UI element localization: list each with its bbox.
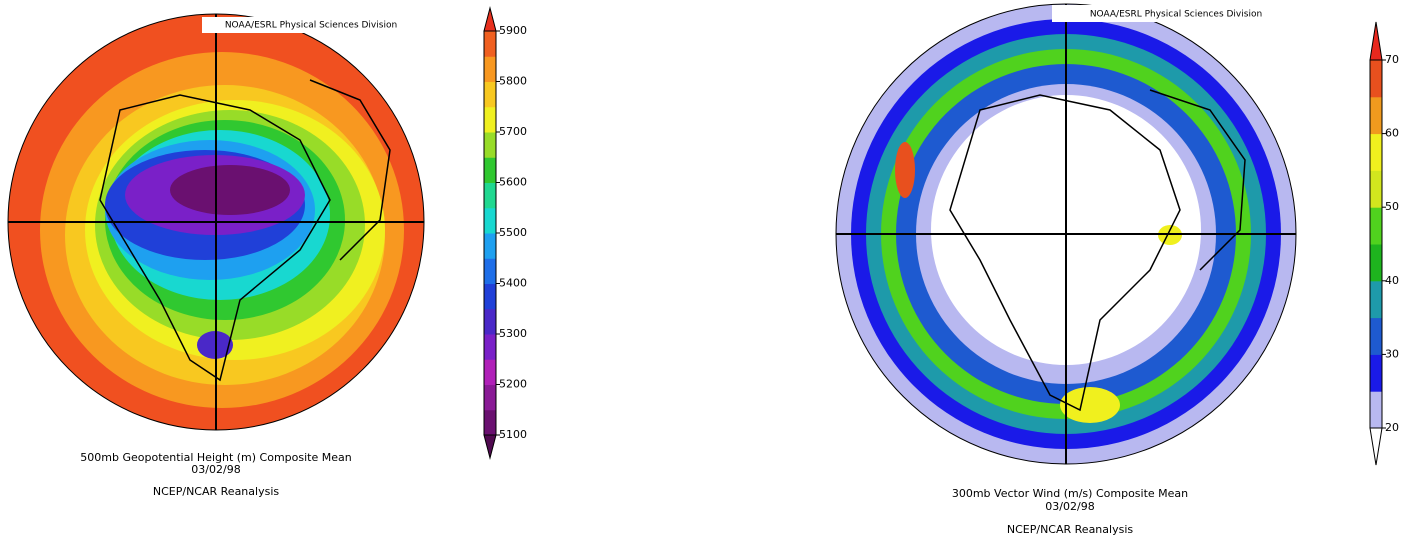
colorbar-band [484,31,496,57]
colorbar-tick-label: 5300 [499,327,527,340]
jet-core [895,142,915,198]
colorbar-arrow [1369,21,1383,61]
colorbar-tick-label: 70 [1385,53,1399,66]
wind-map: NOAA/ESRL Physical Sciences Division 300… [835,3,1300,536]
colorbar-band [484,258,496,284]
colorbar-tick-label: 5600 [499,176,527,189]
colorbar-band [484,56,496,82]
coastline [949,94,1181,412]
colorbar-arrow [483,6,497,32]
coastline [99,94,331,382]
header-box [1052,5,1300,22]
colorbar-band [1370,207,1382,245]
colorbar-band [1370,391,1382,429]
colorbar-tick-label: 5700 [499,125,527,138]
colorbar-band [1370,60,1382,98]
height-map: NOAA/ESRL Physical Sciences Division 500… [7,13,425,498]
map-source: NCEP/NCAR Reanalysis [1007,523,1133,536]
colorbar-band [1370,354,1382,392]
colorbar-tick-label: 20 [1385,421,1399,434]
header: NOAA/ESRL Physical Sciences Division [1090,10,1262,20]
colorbar-band [484,132,496,158]
map-title: 300mb Vector Wind (m/s) Composite Mean [952,487,1188,500]
colorbar-band [484,157,496,183]
colorbar-band [484,106,496,133]
colorbar-tick-label: 60 [1385,127,1399,140]
colorbar-band [1370,96,1382,135]
colorbar-band [484,384,496,411]
colorbar-band [1370,317,1382,355]
colorbar-band [484,182,496,209]
map-title: 500mb Geopotential Height (m) Composite … [80,451,351,464]
contour-fill [170,165,290,215]
coastline [1149,89,1246,271]
colorbar-frame [1369,59,1383,429]
map-source: NCEP/NCAR Reanalysis [153,485,279,498]
colorbar-band [484,283,496,310]
colorbar-band [484,81,496,108]
colorbar-tick-label: 5800 [499,75,527,88]
colorbar-band [1370,244,1382,282]
colorbar-tick-label: 5900 [499,24,527,37]
colorbar-tick-label: 5200 [499,378,527,391]
colorbar-band [484,308,496,335]
colorbar-arrow [1369,427,1383,466]
colorbar-band [484,207,496,234]
map-date: 03/02/98 [1045,500,1094,513]
colorbar-tick-label: 50 [1385,200,1399,213]
colorbar-tick-label: 30 [1385,347,1399,360]
colorbar-band [484,233,496,259]
colorbar-band [484,409,496,436]
colorbar-tick-label: 40 [1385,274,1399,287]
colorbar-band [484,359,496,385]
colorbar-band [1370,280,1382,319]
map-date: 03/02/98 [191,463,240,476]
colorbar-tick-label: 5400 [499,277,527,290]
jet-core [1060,387,1120,423]
coastline [309,79,391,261]
colorbar-tick-label: 5500 [499,226,527,239]
colorbar-band [1370,133,1382,171]
header: NOAA/ESRL Physical Sciences Division [225,21,397,31]
header-box [202,17,420,33]
colorbar-arrow [483,434,497,460]
colorbar-band [1370,170,1382,208]
colorbar-band [484,334,496,360]
colorbar-tick-label: 5100 [499,428,527,441]
